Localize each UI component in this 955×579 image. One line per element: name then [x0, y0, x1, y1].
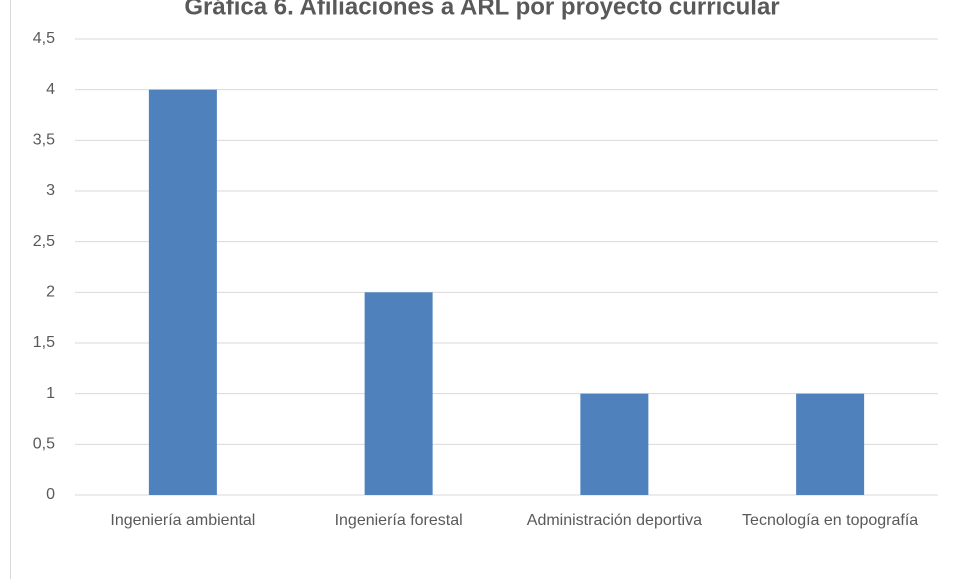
y-tick-label: 4,5 — [33, 30, 55, 47]
y-tick-label: 1,5 — [33, 334, 55, 351]
y-tick-label: 1 — [46, 385, 55, 402]
bar — [364, 292, 433, 495]
y-tick-label: 3 — [46, 182, 55, 199]
x-tick-label: Ingeniería ambiental — [110, 512, 256, 529]
bar — [580, 393, 649, 495]
y-tick-label: 2,5 — [33, 233, 55, 250]
bar — [148, 89, 217, 496]
x-tick-label: Ingeniería forestal — [334, 512, 463, 529]
x-tick-label: Administración deportiva — [526, 512, 702, 529]
chart-title: Gráfica 6. Afiliaciones a ARL por proyec… — [184, 0, 779, 20]
y-tick-label: 0 — [46, 486, 55, 503]
y-tick-label: 2 — [46, 284, 55, 301]
y-tick-label: 0,5 — [33, 436, 55, 453]
x-tick-label: Tecnología en topografía — [742, 512, 919, 529]
bar — [796, 393, 865, 495]
y-tick-label: 3,5 — [33, 132, 55, 149]
y-tick-label: 4 — [46, 81, 55, 98]
